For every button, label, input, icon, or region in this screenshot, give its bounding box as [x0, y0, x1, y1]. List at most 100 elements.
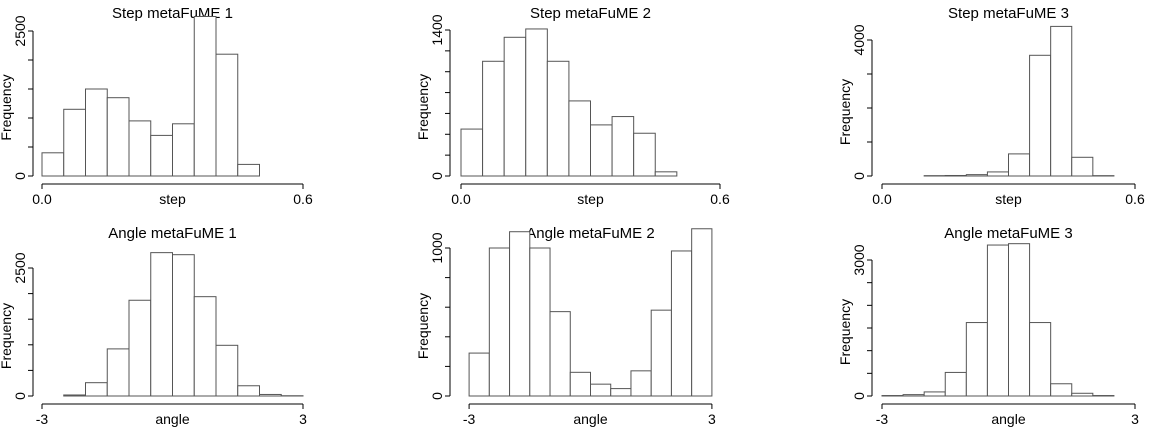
y-tick-label: 2500 [12, 252, 28, 283]
y-tick-label: 0 [851, 172, 867, 180]
histogram-bar [591, 384, 611, 396]
x-axis-label: angle [573, 411, 607, 427]
x-tick-label: -3 [36, 411, 49, 427]
histogram-panel-4: Angle metaFuME 1 -3 3 angle 0 2500 Frequency [0, 225, 307, 427]
histogram-bar [129, 121, 151, 176]
histogram-bar [1072, 393, 1093, 396]
x-tick-label: 3 [299, 411, 307, 427]
histogram-bar [530, 248, 550, 396]
histogram-bar [547, 61, 569, 176]
histogram-bar [1009, 154, 1030, 176]
chart-title: Angle metaFuME 2 [526, 225, 654, 242]
histogram-bar [987, 245, 1008, 396]
x-tick-label: 0.6 [710, 191, 730, 207]
histogram-panel-3: Step metaFuME 3 0.0 0.6 step 0 4000 Frequency [837, 5, 1145, 207]
histogram-bar [591, 125, 613, 176]
histogram-bar [1030, 323, 1051, 396]
histogram-bar [86, 89, 108, 176]
histogram-bar [238, 386, 260, 396]
histogram-bar [1051, 384, 1072, 396]
y-tick-label: 0 [429, 392, 445, 400]
x-tick-label: 0.6 [293, 191, 313, 207]
histogram-bar [238, 164, 260, 176]
histogram-bar [966, 175, 987, 176]
x-axis-label: step [995, 191, 1022, 207]
histogram-bar [173, 124, 195, 176]
histogram-bar [86, 383, 108, 396]
histogram-bar [107, 349, 129, 396]
histogram-bar [64, 109, 86, 176]
histogram-bar [469, 353, 489, 396]
y-tick-label: 0 [12, 172, 28, 180]
x-axis-label: angle [155, 411, 189, 427]
y-tick-label: 3000 [851, 244, 867, 275]
y-tick-label: 2500 [12, 15, 28, 46]
histogram-bar [173, 255, 195, 396]
histogram-panel-2: Step metaFuME 2 0.0 0.6 step 0 1400 Frequency [415, 5, 730, 207]
y-tick-label: 4000 [851, 24, 867, 55]
x-axis-label: angle [991, 411, 1025, 427]
x-tick-label: 3 [708, 411, 716, 427]
chart-title: Step metaFuME 2 [530, 5, 651, 22]
histogram-bar [903, 395, 924, 396]
histogram-bar [569, 101, 591, 176]
y-axis-label: Frequency [837, 299, 853, 365]
histogram-bar [945, 175, 966, 176]
histogram-bar [550, 312, 570, 396]
histogram-bar [216, 54, 238, 176]
y-tick-label: 0 [429, 172, 445, 180]
chart-title: Step metaFuME 3 [948, 5, 1069, 22]
histogram-bar [151, 135, 173, 176]
y-tick-label: 0 [851, 392, 867, 400]
histogram-bar [107, 98, 129, 176]
histogram-bar [671, 251, 691, 396]
histogram-bar [924, 392, 945, 396]
histogram-bar [1072, 157, 1093, 176]
histogram-bar [634, 133, 656, 176]
histogram-bar [260, 394, 282, 396]
histogram-panel-5: Angle metaFuME 2 -3 3 angle 0 1000 Frequency [415, 225, 716, 427]
y-tick-label: 0 [12, 392, 28, 400]
histogram-bar [216, 345, 238, 396]
x-tick-label: 3 [1131, 411, 1139, 427]
histogram-bar [489, 248, 509, 396]
x-tick-label: -3 [463, 411, 476, 427]
y-axis-label: Frequency [415, 293, 431, 359]
histogram-bar [42, 153, 64, 176]
histogram-bar [526, 29, 548, 176]
histogram-bar [966, 323, 987, 396]
histogram-bar [194, 297, 216, 396]
y-axis-label: Frequency [415, 74, 431, 140]
histogram-bar [945, 372, 966, 396]
chart-title: Angle metaFuME 3 [944, 225, 1072, 242]
histogram-bar [631, 371, 651, 396]
y-axis-label: Frequency [837, 79, 853, 145]
histogram-bar [651, 310, 671, 396]
y-axis-label: Frequency [0, 74, 14, 140]
histogram-bar [612, 117, 634, 176]
histogram-bar [151, 253, 173, 396]
x-tick-label: 0.0 [32, 191, 52, 207]
histogram-bar [692, 229, 712, 396]
histogram-bar [129, 300, 151, 396]
y-tick-label: 1400 [429, 14, 445, 45]
histogram-bar [194, 17, 216, 177]
histogram-bar [987, 172, 1008, 176]
histogram-bar [1009, 244, 1030, 396]
histogram-bar [64, 395, 86, 396]
chart-title: Angle metaFuME 1 [108, 225, 236, 242]
y-axis-label: Frequency [0, 303, 14, 369]
x-tick-label: 0.0 [872, 191, 892, 207]
histogram-bar [510, 232, 530, 396]
x-axis-label: step [577, 191, 604, 207]
histogram-bar [483, 61, 505, 176]
histogram-bar [461, 129, 483, 176]
x-tick-label: 0.0 [451, 191, 471, 207]
histogram-bar [1030, 55, 1051, 176]
y-tick-label: 1000 [429, 232, 445, 263]
x-tick-label: 0.6 [1125, 191, 1145, 207]
